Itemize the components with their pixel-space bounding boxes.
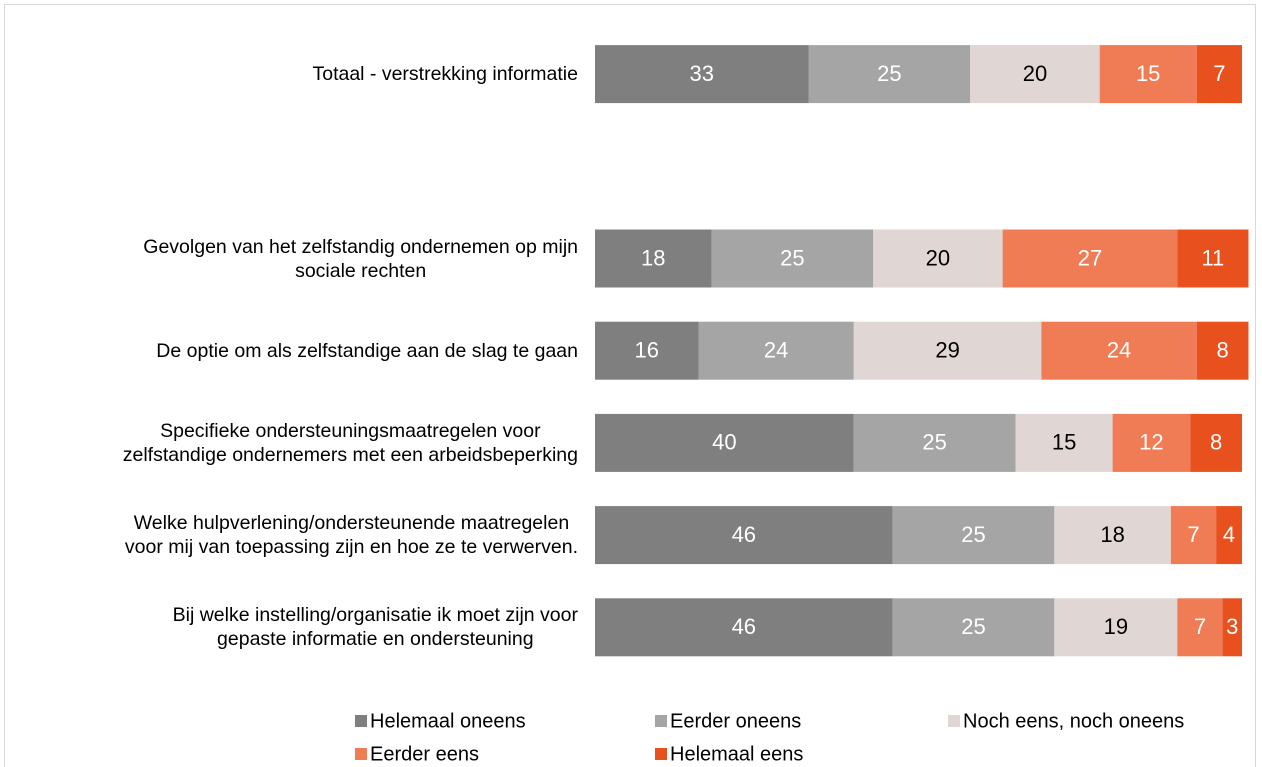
bar-segment (892, 598, 1055, 657)
data-label: 33 (690, 61, 714, 86)
bar-segment (1177, 598, 1223, 657)
data-label: 15 (1136, 61, 1160, 86)
bar-segment (698, 321, 854, 380)
bar-segment (1041, 321, 1197, 380)
category-label: Specifieke ondersteuningsmaatregelen voo… (122, 419, 578, 466)
bar-segment (1216, 506, 1242, 565)
legend-swatch (355, 748, 367, 760)
data-label: 7 (1187, 522, 1199, 547)
bar-segment (595, 598, 893, 657)
data-label: 25 (961, 522, 985, 547)
bar-segment (853, 321, 1042, 380)
data-label: 8 (1216, 338, 1228, 363)
data-label: 40 (712, 430, 736, 455)
data-label: 4 (1223, 522, 1235, 547)
chart-border (4, 4, 1256, 767)
bar-segment (1190, 413, 1242, 472)
data-label: 7 (1213, 61, 1225, 86)
bar-segment (1112, 413, 1191, 472)
bar-segment (1222, 598, 1242, 657)
category-label: Welke hulpverlening/ondersteunende maatr… (124, 512, 578, 559)
bar-segment (892, 506, 1055, 565)
bar-segment (808, 45, 971, 104)
data-label: 16 (635, 338, 659, 363)
legend-swatch (655, 748, 667, 760)
bar-segment (1054, 598, 1178, 657)
bar-segment (595, 321, 699, 380)
bar-segment (595, 229, 712, 288)
legend-swatch (655, 715, 667, 727)
bar-segment (873, 229, 1003, 288)
data-label: 46 (732, 522, 756, 547)
legend-swatch (355, 715, 367, 727)
data-label: 29 (935, 338, 959, 363)
category-label: De optie om als zelfstandige aan de slag… (156, 339, 578, 362)
data-label: 3 (1226, 614, 1238, 639)
legend-label: Eerder oneens (670, 710, 801, 732)
bar-segment (1170, 506, 1217, 565)
legend-label: Eerder eens (370, 743, 479, 765)
category-label: Bij welke instelling/organisatie ik moet… (172, 604, 578, 651)
data-label: 18 (641, 245, 665, 270)
data-label: 11 (1201, 245, 1224, 270)
bar-segment (853, 413, 1016, 472)
data-label: 24 (1107, 338, 1131, 363)
category-label: Totaal - verstrekking informatie (312, 63, 578, 86)
bar-segment (595, 506, 893, 565)
legend-label: Helemaal eens (670, 743, 803, 765)
category-label: Gevolgen van het zelfstandig ondernemen … (143, 235, 578, 282)
bar-segment (1196, 45, 1242, 104)
bar-segment (1002, 229, 1178, 288)
data-label: 25 (922, 430, 946, 455)
bar-segment (595, 45, 809, 104)
bar-segment (711, 229, 874, 288)
data-label: 8 (1210, 430, 1222, 455)
data-label: 25 (877, 61, 901, 86)
bar-segment (1015, 413, 1113, 472)
data-label: 25 (961, 614, 985, 639)
data-label: 20 (926, 245, 950, 270)
data-label: 15 (1052, 430, 1076, 455)
data-label: 19 (1104, 614, 1128, 639)
bar-segment (1196, 321, 1249, 380)
bar-segment (970, 45, 1100, 104)
data-label: 12 (1139, 430, 1163, 455)
data-label: 20 (1023, 61, 1047, 86)
data-label: 27 (1078, 245, 1102, 270)
legend-label: Helemaal oneens (370, 710, 526, 732)
data-label: 7 (1194, 614, 1206, 639)
legend-swatch (948, 715, 960, 727)
bar-segment (1054, 506, 1171, 565)
data-label: 24 (764, 338, 788, 363)
bar-segment (1177, 229, 1249, 288)
data-label: 25 (780, 245, 804, 270)
bar-segment (595, 413, 854, 472)
bar-segment (1099, 45, 1197, 104)
legend-label: Noch eens, noch oneens (963, 710, 1184, 732)
data-label: 46 (732, 614, 756, 639)
data-label: 18 (1100, 522, 1124, 547)
